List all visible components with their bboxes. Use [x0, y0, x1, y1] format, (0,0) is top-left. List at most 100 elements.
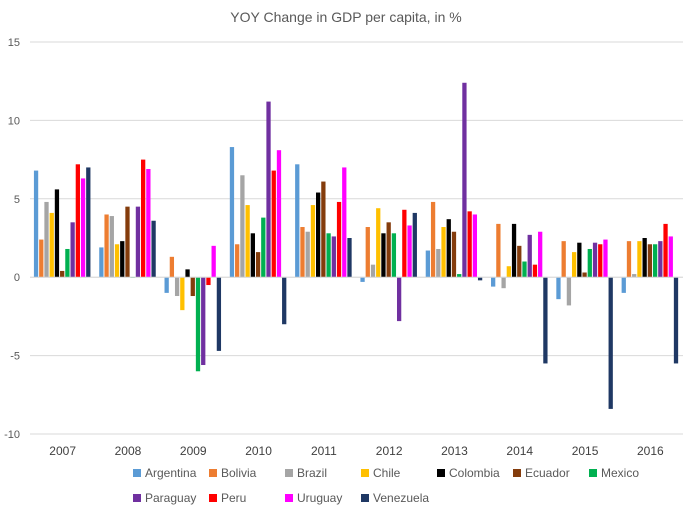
bar-venezuela-2016 — [673, 277, 679, 364]
bar-argentina-2014 — [491, 277, 496, 287]
chart-title: YOY Change in GDP per capita, in % — [230, 9, 461, 25]
bar-argentina-2012 — [360, 277, 365, 282]
bar-mexico-2014 — [522, 261, 527, 278]
bar-paraguay-2009 — [201, 277, 206, 366]
x-tick-label: 2010 — [245, 444, 272, 458]
bar-venezuela-2008 — [151, 220, 156, 278]
bar-colombia-2011 — [316, 192, 321, 278]
bar-peru-2014 — [532, 264, 538, 278]
bar-ecuador-2011 — [321, 181, 326, 278]
bar-bolivia-2012 — [365, 227, 370, 278]
x-axis-ticks: 2007 2008 2009 2010 2011 2012 2013 2014 2015 2016 — [49, 444, 664, 458]
bar-paraguay-2015 — [592, 242, 598, 278]
bar-peru-2010 — [271, 170, 276, 278]
bar-argentina-2016 — [621, 277, 626, 293]
bar-peru-2009 — [206, 277, 211, 286]
bar-bolivia-2009 — [169, 256, 175, 278]
bar-uruguay-2012 — [407, 225, 412, 278]
bar-paraguay-2008 — [135, 206, 141, 278]
legend: Argentina Bolivia Brazil Chile Colombia Ecuad… — [133, 466, 639, 505]
y-axis-ticks: -10 -5 0 5 10 15 — [4, 37, 20, 441]
bar-argentina-2011 — [295, 164, 300, 278]
bar-uruguay-2014 — [538, 231, 543, 278]
bar-ecuador-2015 — [582, 272, 587, 278]
x-tick-label: 2009 — [180, 444, 207, 458]
bar-venezuela-2010 — [282, 277, 287, 325]
bar-peru-2016 — [663, 223, 668, 278]
bar-peru-2007 — [75, 164, 80, 278]
bar-bolivia-2015 — [561, 241, 566, 278]
bar-brazil-2013 — [436, 248, 441, 278]
bar-colombia-2007 — [54, 189, 60, 278]
bar-colombia-2012 — [381, 233, 386, 278]
legend-label-chile: Chile — [373, 466, 401, 480]
bar-ecuador-2010 — [255, 252, 261, 278]
bar-mexico-2012 — [391, 233, 397, 278]
bar-bolivia-2013 — [430, 201, 436, 278]
bar-chile-2007 — [49, 212, 54, 278]
bar-brazil-2015 — [566, 277, 572, 306]
bar-paraguay-2010 — [266, 101, 271, 278]
bar-brazil-2009 — [174, 277, 180, 297]
x-tick-label: 2016 — [637, 444, 664, 458]
bar-venezuela-2012 — [412, 212, 417, 278]
bar-brazil-2011 — [305, 231, 310, 278]
bar-mexico-2010 — [261, 217, 266, 278]
x-tick-label: 2014 — [506, 444, 533, 458]
x-tick-label: 2007 — [49, 444, 76, 458]
x-tick-label: 2008 — [115, 444, 142, 458]
legend-swatch-brazil — [285, 469, 293, 477]
bar-ecuador-2012 — [386, 222, 391, 278]
y-tick-label: 5 — [14, 194, 20, 206]
bar-paraguay-2012 — [396, 277, 402, 322]
bar-brazil-2010 — [240, 175, 245, 278]
legend-label-ecuador: Ecuador — [525, 466, 570, 480]
y-tick-label: 0 — [14, 272, 20, 284]
bar-brazil-2016 — [632, 274, 637, 278]
bar-uruguay-2010 — [276, 150, 282, 278]
bar-venezuela-2009 — [216, 277, 222, 351]
bar-uruguay-2016 — [668, 236, 673, 278]
bar-chile-2009 — [180, 277, 185, 311]
bar-uruguay-2007 — [80, 178, 86, 278]
bar-brazil-2007 — [44, 201, 49, 278]
bar-peru-2015 — [598, 244, 603, 278]
bar-chile-2011 — [310, 205, 316, 278]
bar-paraguay-2014 — [527, 234, 532, 278]
bar-chile-2008 — [114, 244, 120, 278]
bar-bolivia-2010 — [235, 244, 240, 278]
legend-swatch-venezuela — [361, 494, 369, 502]
bar-mexico-2016 — [652, 244, 658, 278]
bar-argentina-2009 — [164, 277, 169, 293]
bar-colombia-2015 — [577, 242, 582, 278]
legend-label-mexico: Mexico — [601, 466, 639, 480]
legend-label-uruguay: Uruguay — [297, 491, 342, 505]
legend-swatch-bolivia — [209, 469, 217, 477]
bar-peru-2011 — [336, 201, 342, 278]
legend-label-venezuela: Venezuela — [373, 491, 429, 505]
bar-venezuela-2013 — [477, 277, 483, 281]
bar-bolivia-2008 — [104, 214, 109, 278]
bar-colombia-2016 — [642, 238, 647, 278]
bar-colombia-2014 — [511, 223, 517, 278]
y-tick-label: 15 — [8, 37, 20, 49]
bar-venezuela-2015 — [608, 277, 613, 409]
bar-argentina-2015 — [556, 277, 561, 300]
legend-label-peru: Peru — [221, 491, 246, 505]
bar-paraguay-2013 — [462, 82, 467, 278]
legend-swatch-ecuador — [513, 469, 521, 477]
bar-venezuela-2007 — [86, 167, 91, 278]
bar-ecuador-2013 — [451, 231, 457, 278]
bar-colombia-2013 — [446, 219, 451, 278]
legend-label-colombia: Colombia — [449, 466, 500, 480]
bar-uruguay-2008 — [146, 169, 151, 278]
legend-swatch-mexico — [589, 469, 597, 477]
legend-label-bolivia: Bolivia — [221, 466, 257, 480]
y-tick-label: -10 — [4, 429, 20, 441]
bar-ecuador-2016 — [647, 244, 653, 278]
bar-bolivia-2011 — [300, 227, 305, 278]
bar-mexico-2013 — [457, 274, 462, 278]
x-tick-label: 2012 — [376, 444, 403, 458]
bar-paraguay-2011 — [331, 236, 336, 278]
bar-bolivia-2014 — [496, 223, 501, 278]
